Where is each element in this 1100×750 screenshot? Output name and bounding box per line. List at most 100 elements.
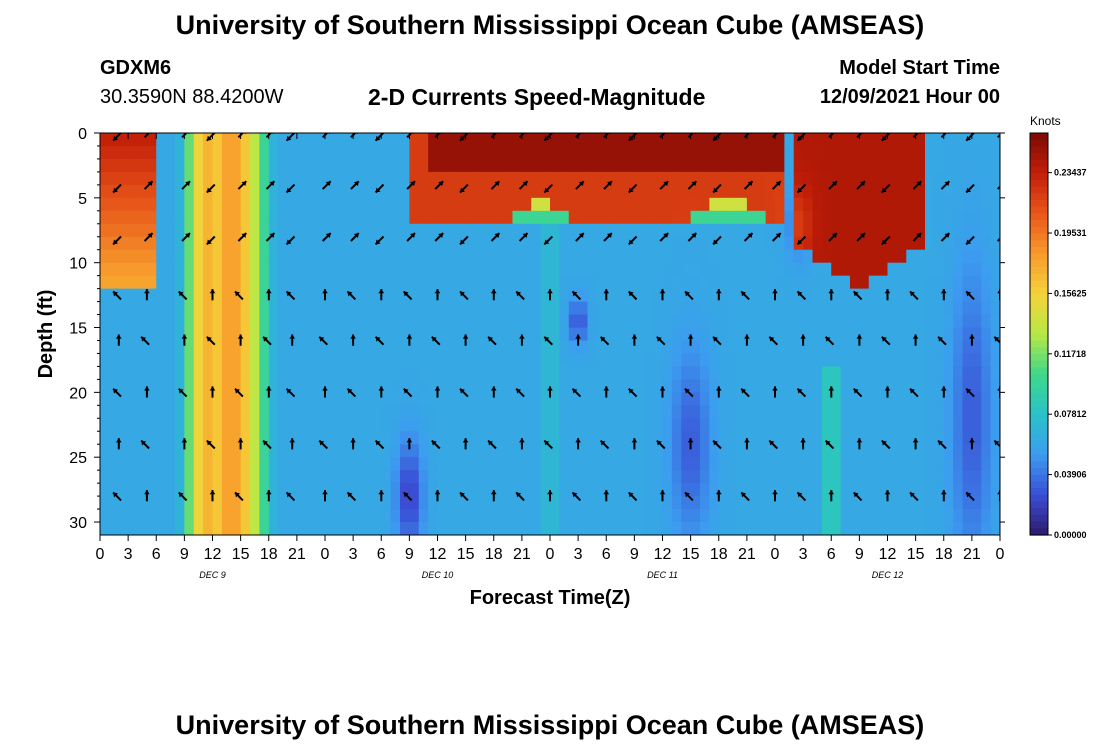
heatmap-cell — [343, 444, 354, 458]
heatmap-cell — [653, 133, 664, 147]
heatmap-cell — [212, 366, 223, 380]
x-tick-label: 0 — [546, 546, 555, 563]
heatmap-cell — [521, 457, 532, 471]
heatmap-cell — [109, 210, 120, 225]
heatmap-cell — [784, 405, 795, 419]
x-axis: 0 3 6 9 12 15 18 21 0 3 6 9 12 15 18 21 0 3 6 9 12 15 18 21 0 3 6 9… — [96, 133, 1005, 580]
current-arrow — [627, 387, 638, 398]
heatmap-cell — [831, 223, 842, 238]
heatmap-cell — [334, 171, 345, 186]
heatmap-cell — [925, 133, 935, 147]
heatmap-cell — [765, 184, 776, 199]
colorbar-tick-label: 0.19531 — [1054, 228, 1087, 238]
colorbar-swatch — [1030, 528, 1048, 536]
heatmap-cell — [400, 444, 410, 458]
heatmap-cell — [596, 418, 607, 432]
heatmap-cell — [381, 392, 392, 406]
heatmap-cell — [128, 483, 139, 497]
heatmap-cell — [409, 288, 420, 303]
heatmap-cell — [390, 262, 401, 277]
current-arrow — [143, 232, 154, 242]
heatmap-cell — [662, 444, 673, 458]
heatmap-cell — [728, 288, 739, 303]
heatmap-cell — [446, 301, 457, 316]
current-arrow — [143, 180, 154, 190]
heatmap-cell — [681, 236, 692, 251]
heatmap-cell — [859, 379, 870, 393]
heatmap-cell — [240, 223, 251, 238]
heatmap-cell — [831, 522, 842, 535]
heatmap-cell — [193, 470, 204, 484]
heatmap-cell — [128, 522, 139, 535]
heatmap-cell — [240, 405, 251, 419]
heatmap-cell — [756, 522, 767, 535]
heatmap-cell — [859, 197, 870, 212]
heatmap-cell — [493, 405, 504, 419]
heatmap-cell — [231, 431, 242, 445]
heatmap-cell — [971, 327, 982, 342]
colorbar-swatch — [1030, 468, 1048, 476]
heatmap-cell — [953, 444, 964, 458]
heatmap-cell — [915, 353, 926, 368]
heatmap-cell — [128, 197, 139, 212]
heatmap-cell — [878, 171, 889, 186]
heatmap-cell — [137, 210, 148, 225]
heatmap-cell — [793, 405, 804, 419]
heatmap-cell — [156, 405, 167, 419]
heatmap-cell — [887, 210, 898, 225]
heatmap-cell — [587, 158, 598, 173]
heatmap-cell — [259, 483, 270, 497]
heatmap-cell — [193, 509, 204, 523]
heatmap-cell — [934, 275, 945, 290]
heatmap-cell — [128, 236, 139, 251]
heatmap-cell — [184, 133, 195, 147]
heatmap-cell — [662, 223, 673, 238]
heatmap-cell — [615, 353, 626, 368]
heatmap-cell — [896, 275, 907, 290]
heatmap-cell — [925, 314, 935, 329]
heatmap-cell — [971, 470, 982, 484]
heatmap-cell — [193, 496, 204, 510]
current-arrow — [321, 180, 332, 190]
heatmap-cell — [681, 366, 692, 380]
heatmap-cell — [831, 496, 842, 510]
heatmap-cell — [362, 171, 373, 186]
heatmap-cell — [756, 223, 767, 238]
heatmap-cell — [671, 184, 682, 199]
heatmap-cell — [137, 522, 148, 535]
heatmap-cell — [559, 366, 570, 380]
heatmap-cell — [231, 275, 242, 290]
heatmap-cell — [315, 236, 326, 251]
heatmap-cell — [634, 392, 645, 406]
page-title: University of Southern Mississippi Ocean… — [175, 10, 925, 40]
y-axis-label: Depth (ft) — [35, 290, 57, 379]
heatmap-cell — [100, 171, 110, 186]
heatmap-cell — [990, 171, 1000, 186]
heatmap-cell — [503, 314, 514, 329]
heatmap-cell — [775, 184, 785, 199]
heatmap-cell — [184, 431, 195, 445]
heatmap-cell — [315, 158, 326, 173]
heatmap-cell — [550, 496, 560, 510]
heatmap-cell — [484, 262, 495, 277]
heatmap-cell — [334, 236, 345, 251]
heatmap-cell — [306, 158, 317, 173]
heatmap-cell — [193, 418, 204, 432]
current-arrow — [969, 334, 975, 346]
heatmap-cell — [981, 366, 992, 380]
current-arrow — [322, 289, 328, 301]
heatmap-cell — [559, 223, 570, 238]
heatmap-cell — [325, 314, 335, 329]
heatmap-cell — [653, 340, 664, 355]
heatmap-cell — [840, 133, 851, 147]
heatmap-cell — [990, 314, 1000, 329]
heatmap-cell — [400, 418, 410, 432]
heatmap-cell — [971, 522, 982, 535]
current-arrow — [715, 289, 722, 301]
heatmap-cell — [765, 496, 776, 510]
heatmap-cell — [118, 249, 129, 264]
heatmap-cell — [587, 133, 598, 147]
heatmap-cell — [596, 145, 607, 160]
heatmap-cell — [840, 314, 851, 329]
heatmap-cell — [718, 340, 729, 355]
